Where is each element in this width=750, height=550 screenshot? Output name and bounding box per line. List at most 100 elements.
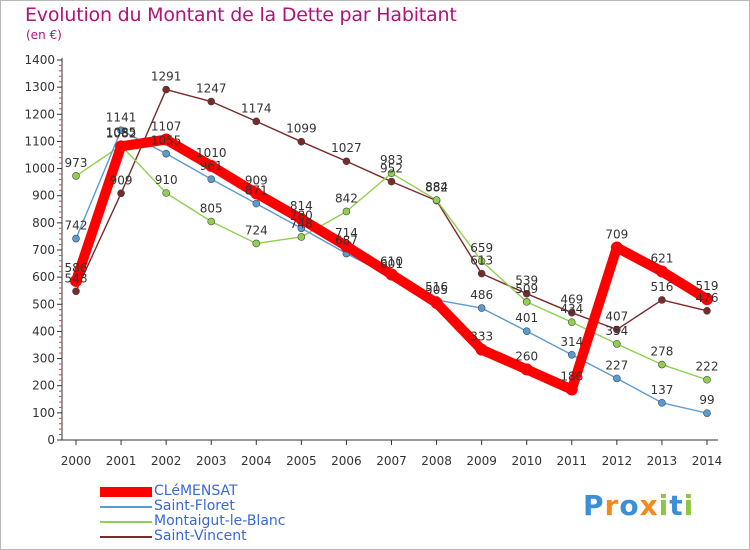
data-label: 333 [470, 330, 493, 344]
data-label: 469 [560, 293, 583, 307]
legend-swatch [100, 521, 152, 523]
data-point [431, 297, 443, 309]
data-label: 687 [335, 234, 358, 248]
data-label: 1027 [331, 141, 362, 155]
x-tick-label: 2002 [151, 454, 182, 468]
y-tick-label: 900 [32, 189, 55, 203]
data-label: 601 [380, 257, 403, 271]
logo-letter: r [605, 489, 620, 522]
data-label: 748 [290, 217, 313, 231]
data-label: 613 [470, 254, 493, 268]
data-point [656, 265, 668, 277]
data-point [163, 150, 170, 157]
x-tick-label: 2010 [511, 454, 542, 468]
data-label: 1099 [286, 122, 317, 136]
data-label: 1247 [196, 82, 227, 96]
chart-plot: 0100200300400500600700800900100011001200… [0, 0, 750, 550]
data-label: 407 [605, 310, 628, 324]
data-label: 1085 [106, 126, 137, 140]
data-label: 186 [560, 370, 583, 384]
data-label: 952 [380, 162, 403, 176]
legend-swatch [100, 506, 152, 508]
logo-letter: x [640, 489, 659, 522]
data-label: 842 [335, 191, 358, 205]
y-tick-label: 1200 [24, 107, 55, 121]
x-tick-label: 2011 [557, 454, 588, 468]
data-point [388, 178, 395, 185]
data-point [704, 376, 711, 383]
y-tick-label: 1100 [24, 134, 55, 148]
data-point [208, 176, 215, 183]
logo-letter: o [619, 489, 639, 522]
data-label: 539 [515, 274, 538, 288]
data-point [521, 363, 533, 375]
data-point [704, 307, 711, 314]
legend-swatch [100, 536, 152, 538]
data-label: 973 [65, 156, 88, 170]
legend-label: CLéMENSAT [154, 483, 238, 499]
y-tick-label: 300 [32, 352, 55, 366]
data-label: 99 [699, 393, 714, 407]
data-point [568, 351, 575, 358]
data-point [163, 86, 170, 93]
data-label: 882 [425, 181, 448, 195]
y-tick-label: 800 [32, 216, 55, 230]
data-label: 909 [110, 173, 133, 187]
y-tick-label: 500 [32, 297, 55, 311]
data-point [566, 384, 578, 396]
data-label: 137 [650, 383, 673, 397]
data-point [163, 190, 170, 197]
x-tick-label: 2000 [61, 454, 92, 468]
y-tick-label: 600 [32, 270, 55, 284]
data-label: 314 [560, 335, 583, 349]
data-point [253, 200, 260, 207]
data-label: 486 [470, 288, 493, 302]
data-point [253, 118, 260, 125]
data-point [704, 410, 711, 417]
data-label: 621 [650, 251, 673, 265]
data-label: 1174 [241, 101, 272, 115]
data-point [658, 399, 665, 406]
data-point [523, 298, 530, 305]
data-point [208, 218, 215, 225]
y-tick-label: 200 [32, 379, 55, 393]
data-label: 742 [65, 219, 88, 233]
data-label: 401 [515, 311, 538, 325]
logo-letter: i [684, 489, 695, 522]
data-label: 871 [245, 184, 268, 198]
data-point [523, 328, 530, 335]
data-label: 1107 [151, 120, 182, 134]
data-label: 227 [605, 358, 628, 372]
data-label: 709 [605, 228, 628, 242]
logo-letter: t [669, 489, 683, 522]
data-point [613, 375, 620, 382]
data-point [73, 172, 80, 179]
data-point [478, 270, 485, 277]
data-point [118, 190, 125, 197]
x-tick-label: 2014 [692, 454, 723, 468]
logo-letter: P [583, 489, 605, 522]
logo-letter: i [659, 489, 670, 522]
x-tick-label: 2008 [421, 454, 452, 468]
data-label: 910 [155, 173, 178, 187]
data-point [476, 344, 488, 356]
x-tick-label: 2009 [466, 454, 497, 468]
data-point [343, 158, 350, 165]
data-point [658, 296, 665, 303]
data-point [115, 140, 127, 152]
proxiti-logo: Proxiti [583, 489, 694, 522]
data-point [658, 361, 665, 368]
data-label: 1055 [151, 134, 182, 148]
x-tick-label: 2007 [376, 454, 407, 468]
x-tick-label: 2013 [647, 454, 678, 468]
data-point [343, 208, 350, 215]
data-label: 222 [696, 360, 719, 374]
data-label: 1010 [196, 146, 227, 160]
data-label: 260 [515, 349, 538, 363]
data-point [298, 233, 305, 240]
data-point [253, 240, 260, 247]
data-point [478, 305, 485, 312]
data-point [568, 319, 575, 326]
data-label: 1291 [151, 70, 182, 84]
data-label: 516 [425, 280, 448, 294]
